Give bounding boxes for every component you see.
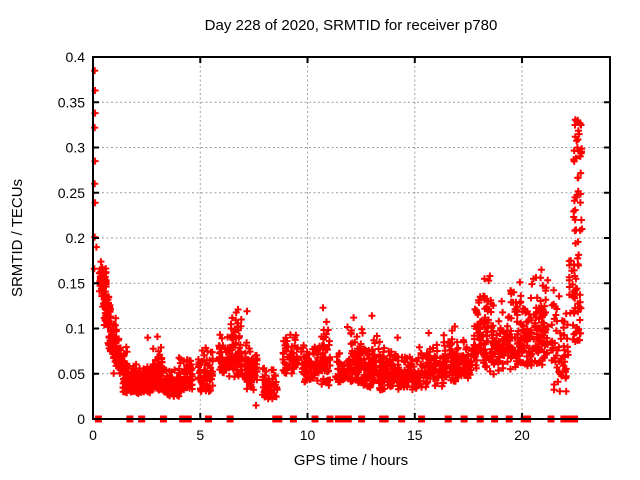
y-axis-label: SRMTID / TECUs [9, 179, 26, 297]
x-tick-label: 10 [300, 427, 316, 443]
scatter-plus-markers [90, 67, 586, 409]
y-tick-label: 0.2 [66, 230, 86, 246]
x-tick-label: 15 [407, 427, 423, 443]
y-tick-label: 0.35 [58, 94, 85, 110]
tick-labels-layer: 0 5 10 15 20 0 0.05 0.1 0.15 0.2 0.25 0.3 0.35 0.4 [58, 49, 530, 443]
y-tick-label: 0 [77, 411, 85, 427]
x-tick-label: 20 [514, 427, 530, 443]
axes-layer [92, 56, 611, 420]
x-axis-label: GPS time / hours [294, 452, 408, 469]
chart-title: Day 228 of 2020, SRMTID for receiver p78… [205, 17, 498, 34]
y-tick-label: 0.3 [66, 140, 86, 156]
y-tick-label: 0.1 [66, 321, 86, 337]
y-tick-label: 0.05 [58, 366, 85, 382]
x-tick-label: 0 [89, 427, 97, 443]
y-tick-label: 0.15 [58, 275, 85, 291]
y-tick-label: 0.4 [66, 49, 86, 65]
data-points-layer [90, 67, 586, 423]
x-tick-label: 5 [196, 427, 204, 443]
y-tick-label: 0.25 [58, 185, 85, 201]
